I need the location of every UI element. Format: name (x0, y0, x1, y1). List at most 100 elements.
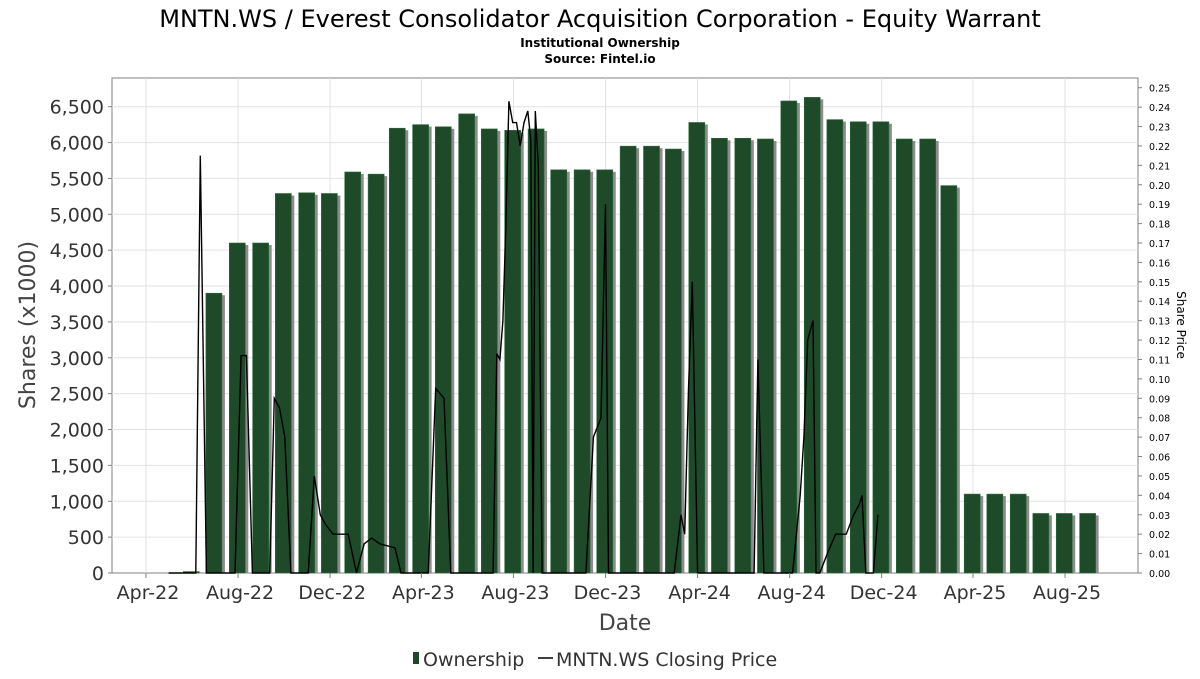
x-tick-label: Apr-23 (392, 582, 455, 604)
ownership-bar (504, 130, 521, 574)
y2-tick-label: 0.17 (1149, 239, 1170, 250)
y2-tick-label: 0.03 (1149, 511, 1170, 522)
y2-tick-label: 0.00 (1149, 569, 1170, 580)
ownership-bar (1079, 513, 1096, 574)
y-tick-label: 3,500 (50, 312, 104, 334)
y-tick-label: 500 (68, 527, 104, 549)
y2-tick-label: 0.10 (1149, 375, 1170, 386)
x-tick-label: Apr-24 (668, 582, 731, 604)
x-tick-label: Dec-22 (298, 582, 366, 604)
legend-price-label: MNTN.WS Closing Price (556, 649, 777, 671)
y2-tick-label: 0.16 (1149, 258, 1170, 269)
ownership-bars (182, 97, 1099, 574)
y2-tick-label: 0.13 (1149, 317, 1170, 328)
y-tick-label: 5,000 (50, 204, 104, 226)
x-tick-label: Aug-24 (758, 582, 826, 604)
ownership-bar (872, 121, 890, 574)
legend-ownership-swatch (413, 652, 419, 664)
ownership-bar (826, 119, 844, 574)
x-tick-label: Aug-25 (1033, 582, 1101, 604)
closing-price-line (168, 101, 879, 574)
ownership-bar (252, 242, 269, 574)
y2-tick-label: 0.19 (1149, 200, 1170, 211)
y-tick-label: 2,000 (50, 420, 104, 442)
ownership-bar (367, 173, 385, 574)
ownership-bar (596, 169, 614, 574)
y2-tick-label: 0.21 (1149, 161, 1170, 172)
y2-tick-label: 0.15 (1149, 278, 1170, 289)
y2-tick-label: 0.14 (1149, 297, 1170, 308)
ownership-bar (734, 137, 752, 574)
x-tick-label: Dec-23 (574, 582, 642, 604)
ownership-bar (619, 145, 637, 574)
x-tick-label: Aug-22 (206, 582, 274, 604)
y-tick-label: 6,500 (50, 97, 104, 119)
ownership-bar (849, 121, 867, 574)
y-tick-label: 2,500 (50, 384, 104, 406)
y-tick-label: 5,500 (50, 168, 104, 190)
legend-ownership-label: Ownership (423, 649, 524, 671)
ownership-bar (1055, 513, 1073, 574)
ownership-bar (665, 148, 682, 574)
ownership-bar (1009, 493, 1027, 574)
y2-axis-label: Share Price (1174, 291, 1188, 359)
y-tick-label: 4,000 (50, 276, 104, 298)
ownership-bar (205, 292, 223, 574)
y2-tick-label: 0.05 (1149, 472, 1170, 483)
y2-axis: 0.00 0.01 0.02 0.03 0.04 0.05 0.06 0.07 0.08 0.09… (1138, 84, 1170, 580)
y2-tick-label: 0.18 (1149, 220, 1170, 231)
ownership-bar (919, 138, 936, 574)
ownership-bar (963, 493, 981, 574)
y2-tick-label: 0.07 (1149, 433, 1170, 444)
y2-tick-label: 0.08 (1149, 414, 1170, 425)
y2-tick-label: 0.04 (1149, 491, 1170, 502)
y-tick-label: 0 (92, 563, 104, 585)
ownership-bar (434, 126, 452, 574)
ownership-bar (711, 137, 728, 574)
x-axis-label: Date (599, 611, 652, 636)
x-axis: Apr-22 Aug-22 Dec-22 Apr-23 Aug-23 Dec-23 Apr-… (117, 573, 1101, 604)
y2-tick-label: 0.11 (1149, 355, 1170, 366)
ownership-bar (643, 145, 660, 574)
y-axis: 0 500 1,000 1,500 2,000 2,500 3,000 3,500 4,000 4… (50, 97, 112, 585)
y2-tick-label: 0.22 (1149, 142, 1170, 153)
ownership-bar (228, 242, 246, 574)
ownership-bar (573, 169, 591, 574)
y-tick-label: 1,000 (50, 491, 104, 513)
x-tick-label: Dec-24 (850, 582, 918, 604)
ownership-bar (1032, 513, 1050, 574)
y2-tick-label: 0.06 (1149, 453, 1170, 464)
y2-tick-label: 0.09 (1149, 394, 1170, 405)
ownership-bar (388, 127, 406, 574)
ownership-bar (321, 193, 338, 574)
ownership-bar (344, 171, 362, 574)
x-tick-label: Aug-23 (481, 582, 549, 604)
price-line (168, 101, 879, 574)
y2-tick-label: 0.24 (1149, 103, 1170, 114)
y-tick-label: 1,500 (50, 455, 104, 477)
ownership-bar (986, 493, 1004, 574)
y-tick-label: 3,000 (50, 348, 104, 370)
ownership-bar (688, 122, 706, 574)
y2-tick-label: 0.23 (1149, 123, 1170, 134)
chart-subtitle-source: Source: Fintel.io (544, 52, 655, 66)
chart-title: MNTN.WS / Everest Consolidator Acquisiti… (159, 5, 1041, 33)
y-tick-label: 6,000 (50, 133, 104, 155)
ownership-bar (780, 100, 798, 574)
ownership-bar (412, 124, 429, 574)
ownership-bar (757, 138, 774, 574)
y2-tick-label: 0.12 (1149, 336, 1170, 347)
y2-tick-label: 0.20 (1149, 181, 1170, 192)
ownership-bar (940, 185, 958, 574)
x-tick-label: Apr-25 (944, 582, 1007, 604)
chart-subtitle-ownership: Institutional Ownership (520, 36, 680, 50)
y2-tick-label: 0.01 (1149, 550, 1170, 561)
y-tick-label: 4,500 (50, 240, 104, 262)
y2-tick-label: 0.25 (1149, 84, 1170, 95)
y-axis-label: Shares (x1000) (16, 241, 41, 409)
x-tick-label: Apr-22 (117, 582, 180, 604)
legend: Ownership MNTN.WS Closing Price (413, 649, 777, 671)
ownership-bar (458, 113, 475, 574)
